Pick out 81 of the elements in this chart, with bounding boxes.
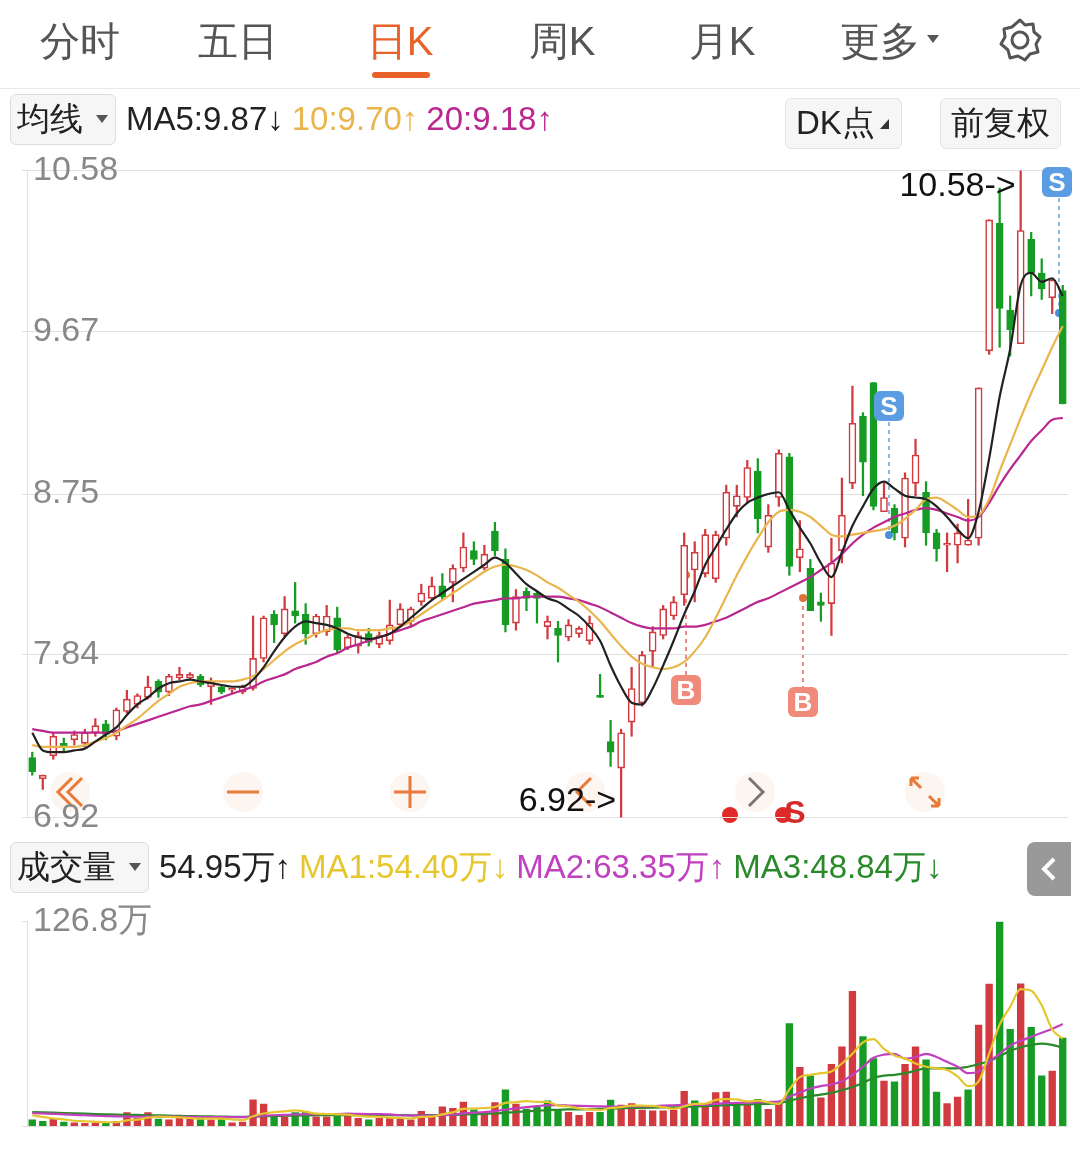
bar xyxy=(880,1080,888,1127)
bar xyxy=(701,1106,709,1127)
bar xyxy=(585,1112,594,1127)
bar xyxy=(995,921,1004,1127)
legend-title: 成交量 xyxy=(17,846,116,887)
bar xyxy=(1059,1037,1067,1127)
bar xyxy=(953,1096,962,1127)
bar xyxy=(354,1118,362,1127)
y-tick-label: 9.67 xyxy=(33,309,100,348)
annotation: 10.58-> xyxy=(899,164,1016,203)
bar xyxy=(39,1121,47,1127)
bar xyxy=(943,1103,951,1127)
bar xyxy=(964,1089,972,1127)
bar xyxy=(817,1097,825,1127)
bar xyxy=(228,1122,236,1127)
bar xyxy=(638,1109,646,1127)
bar xyxy=(859,1036,867,1127)
text: 54.95万↑ xyxy=(159,846,292,887)
bar xyxy=(102,1122,110,1127)
y-tick-label: 8.75 xyxy=(33,472,100,511)
bar xyxy=(186,1118,194,1127)
bar xyxy=(575,1114,583,1127)
text: 更多 xyxy=(840,18,920,65)
text: 20:9.18↑ xyxy=(426,100,553,138)
bar xyxy=(165,1119,173,1127)
bar xyxy=(901,1063,909,1127)
bar xyxy=(869,1058,878,1127)
bar xyxy=(81,1122,89,1127)
bar xyxy=(280,1116,289,1127)
bar xyxy=(890,1081,899,1127)
bar xyxy=(932,1091,941,1127)
bar xyxy=(375,1118,383,1127)
bar xyxy=(596,1112,604,1127)
bar xyxy=(670,1109,678,1127)
annotation: S xyxy=(1042,167,1072,197)
bar xyxy=(659,1110,667,1127)
bar xyxy=(70,1122,78,1127)
bar xyxy=(775,1103,783,1127)
bar xyxy=(648,1110,657,1127)
text: DK点 xyxy=(785,98,902,149)
candlestick xyxy=(606,720,615,767)
text: MA5:9.87↓ xyxy=(126,100,284,138)
bar xyxy=(323,1116,331,1127)
annotation: 6.92-> xyxy=(518,779,617,818)
text: 前复权 xyxy=(940,98,1061,149)
bar xyxy=(312,1116,320,1127)
y-tick-label: 126.8万 xyxy=(33,899,153,938)
bar xyxy=(985,983,993,1127)
y-tick-label: 7.84 xyxy=(33,633,100,672)
text: MA3:48.84万↓ xyxy=(733,846,943,887)
bar xyxy=(564,1112,573,1127)
text: 日K xyxy=(366,18,434,65)
annotation: B xyxy=(788,687,818,717)
bar xyxy=(407,1119,415,1127)
annotation: S xyxy=(784,793,806,831)
text: MA1:54.40万↓ xyxy=(299,846,509,887)
annotation: S xyxy=(874,391,904,421)
candlestick xyxy=(175,666,184,680)
bar xyxy=(1006,1029,1014,1127)
bar xyxy=(743,1104,751,1127)
text: 五日 xyxy=(198,18,278,65)
bar xyxy=(922,1059,930,1127)
legend-title: 均线 xyxy=(17,98,83,139)
bar xyxy=(1027,1026,1035,1127)
y-tick-label: 6.92 xyxy=(33,795,100,834)
bar xyxy=(1038,1075,1046,1127)
bar xyxy=(1048,1070,1056,1127)
y-tick-label: 10.58 xyxy=(33,148,119,187)
text: 分时 xyxy=(40,18,120,65)
bar xyxy=(1017,983,1025,1127)
bar xyxy=(365,1119,373,1127)
bar xyxy=(175,1118,184,1127)
text: 周K xyxy=(528,18,596,65)
text: 10:9.70↑ xyxy=(291,100,419,138)
bar xyxy=(838,1046,846,1127)
text: 月K xyxy=(688,18,756,65)
bar xyxy=(764,1109,772,1127)
annotation: B xyxy=(671,675,701,705)
bar xyxy=(28,1119,36,1127)
text: MA2:63.35万↑ xyxy=(516,846,726,887)
bar xyxy=(154,1118,163,1127)
